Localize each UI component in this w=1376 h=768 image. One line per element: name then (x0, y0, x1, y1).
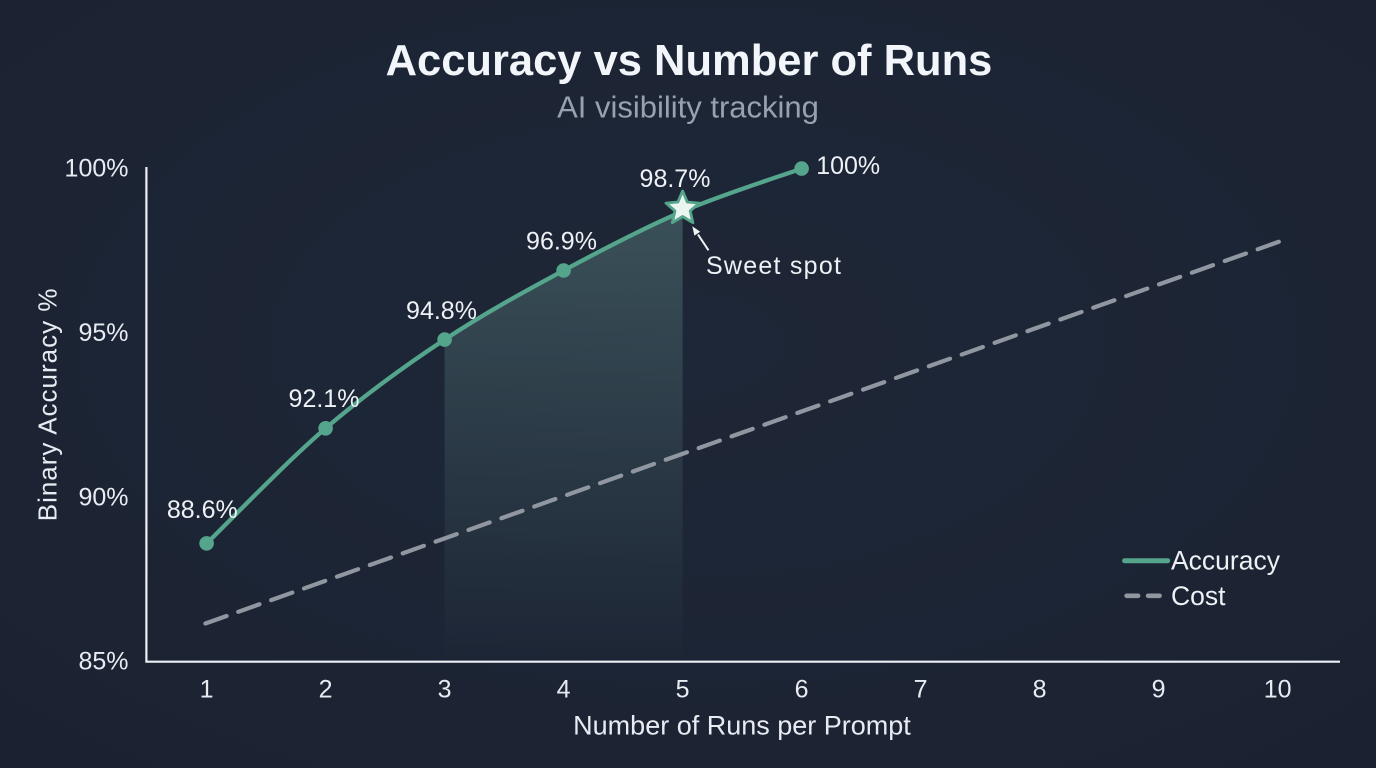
svg-text:94.8%: 94.8% (406, 297, 477, 325)
svg-text:8: 8 (1033, 675, 1047, 703)
svg-text:Cost: Cost (1171, 581, 1226, 611)
svg-text:Binary Accuracy %: Binary Accuracy % (32, 288, 62, 522)
svg-text:Accuracy: Accuracy (1171, 546, 1281, 576)
svg-text:2: 2 (319, 675, 333, 703)
svg-text:100%: 100% (65, 155, 129, 183)
svg-text:92.1%: 92.1% (289, 385, 360, 413)
svg-text:3: 3 (438, 675, 452, 703)
svg-text:AI visibility tracking: AI visibility tracking (557, 90, 819, 125)
svg-text:88.6%: 88.6% (167, 496, 238, 524)
svg-text:Accuracy vs Number of Runs: Accuracy vs Number of Runs (386, 37, 993, 85)
svg-text:96.9%: 96.9% (526, 227, 597, 255)
svg-text:Number of Runs per Prompt: Number of Runs per Prompt (573, 711, 911, 741)
svg-text:5: 5 (676, 675, 690, 703)
svg-text:98.7%: 98.7% (640, 165, 711, 193)
svg-text:7: 7 (914, 675, 928, 703)
svg-text:1: 1 (200, 675, 214, 703)
svg-text:100%: 100% (816, 152, 880, 180)
svg-text:Sweet spot: Sweet spot (706, 252, 842, 280)
svg-text:9: 9 (1152, 675, 1166, 703)
svg-text:90%: 90% (78, 483, 128, 511)
svg-text:95%: 95% (78, 319, 128, 347)
svg-text:4: 4 (557, 675, 571, 703)
svg-text:6: 6 (795, 675, 809, 703)
svg-text:85%: 85% (78, 648, 128, 676)
svg-text:10: 10 (1264, 675, 1292, 703)
